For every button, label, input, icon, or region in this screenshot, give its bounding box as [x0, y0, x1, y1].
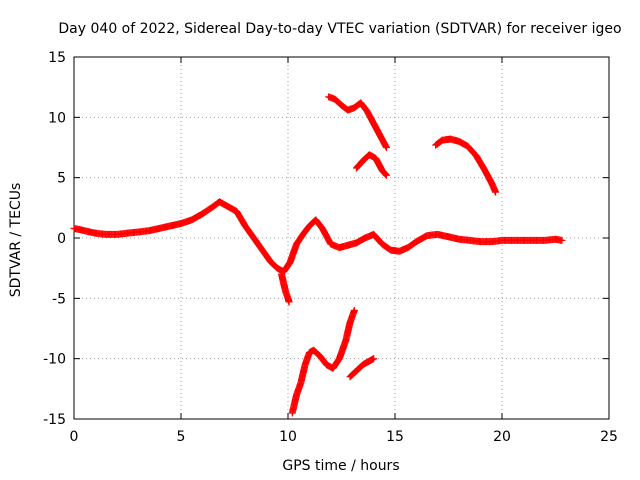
x-axis-label: GPS time / hours	[282, 458, 399, 474]
y-tick-label: -10	[43, 352, 66, 368]
chart-title: Day 040 of 2022, Sidereal Day-to-day VTE…	[58, 21, 621, 37]
data-point	[285, 298, 293, 306]
series-right-arc	[432, 135, 500, 196]
y-tick-label: -15	[43, 412, 66, 428]
axis-ticks: 0 5 10 15 20 25 -15 -10 -5 0 5 10 15	[43, 50, 618, 445]
x-tick-label: 20	[493, 429, 511, 445]
series-main-band	[70, 198, 566, 276]
data-point	[382, 171, 390, 179]
data-point	[350, 306, 358, 314]
data-point	[381, 170, 389, 178]
y-tick-label: 15	[48, 50, 66, 66]
data-point	[492, 188, 500, 196]
x-tick-label: 0	[70, 429, 79, 445]
data-point	[370, 355, 378, 363]
series-upper-left-arc	[325, 93, 390, 151]
data-point	[558, 236, 566, 244]
x-tick-label: 15	[386, 429, 404, 445]
x-tick-label: 5	[177, 429, 186, 445]
series-lower-small	[346, 355, 378, 381]
y-axis-label: SDTVAR / TECUs	[8, 183, 24, 298]
y-tick-label: 10	[48, 110, 66, 126]
y-tick-label: 5	[57, 171, 66, 187]
series-dip-near-10h	[278, 270, 293, 306]
data-points	[70, 93, 566, 417]
x-tick-label: 10	[279, 429, 297, 445]
y-tick-label: -5	[52, 291, 66, 307]
x-tick-label: 25	[600, 429, 618, 445]
y-tick-label: 0	[57, 231, 66, 247]
data-point	[382, 170, 390, 178]
data-point	[382, 144, 390, 151]
series-small-bump	[352, 151, 390, 179]
series-lower-arc	[288, 306, 358, 417]
